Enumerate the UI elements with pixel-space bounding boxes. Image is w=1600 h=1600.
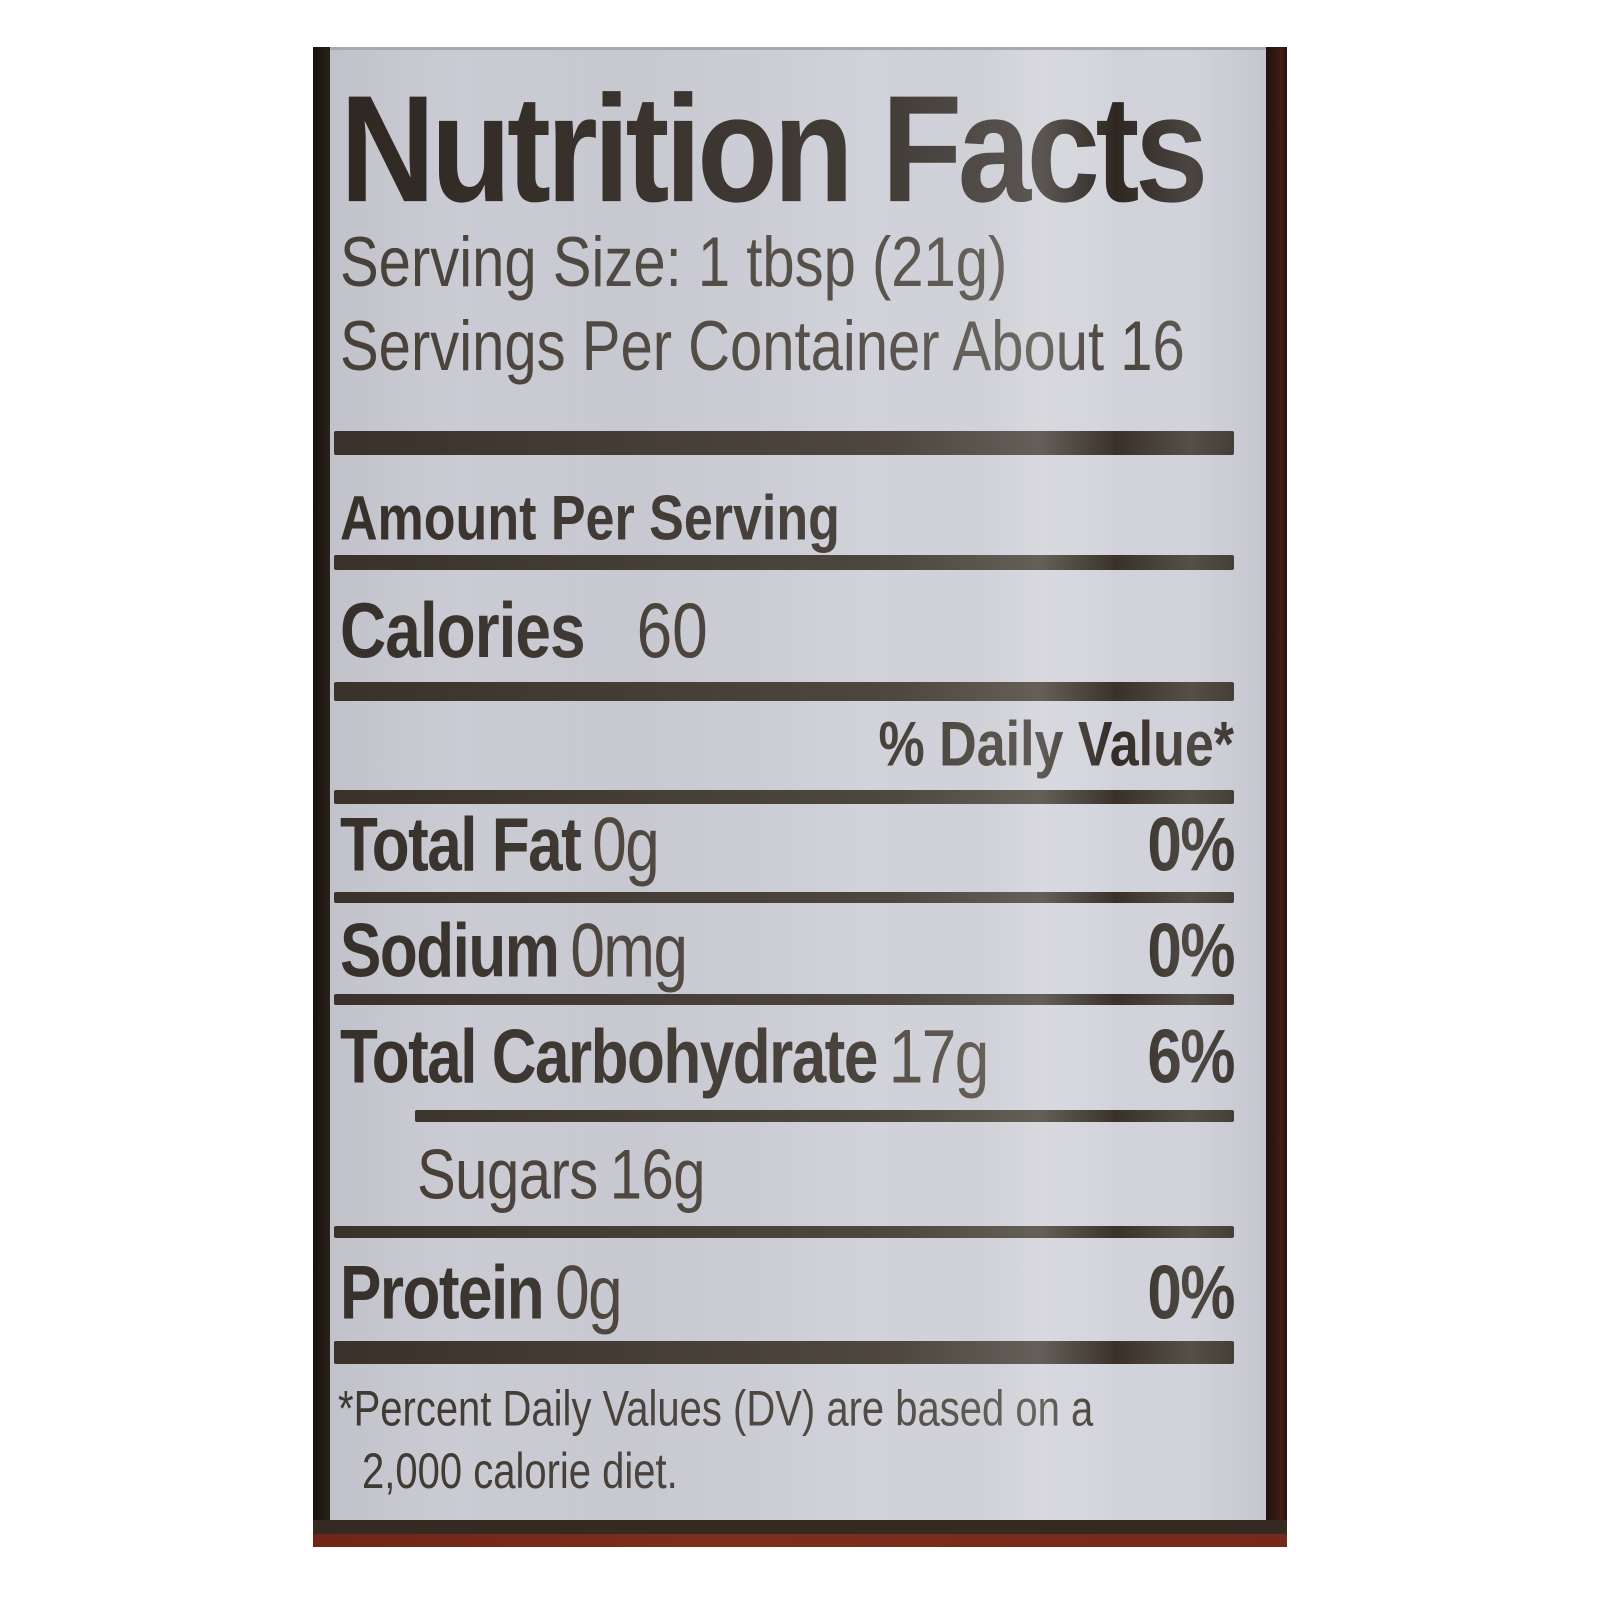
nutrient-daily-value: 0% [1147, 803, 1235, 888]
label-left-border [313, 47, 330, 1520]
nutrition-label-photo: Nutrition Facts Serving Size: 1 tbsp (21… [313, 47, 1287, 1547]
footnote-line-1: *Percent Daily Values (DV) are based on … [338, 1381, 1094, 1437]
nutrient-amount: 17g [888, 1015, 989, 1100]
nutrient-row-sodium: Sodium 0mg 0% [340, 908, 1235, 995]
daily-value-header: % Daily Value* [878, 709, 1234, 781]
rule-thick-top [334, 431, 1234, 455]
servings-per-container-text: Servings Per Container About 16 [340, 306, 1185, 386]
calories-value: 60 [636, 586, 708, 675]
rule-thick-bottom [334, 1341, 1234, 1364]
rule-below-sugars [334, 1226, 1234, 1238]
footnote-line-2: 2,000 calorie diet. [362, 1444, 678, 1500]
daily-value-footnote: *Percent Daily Values (DV) are based on … [338, 1378, 1093, 1503]
rule-below-total-fat [334, 892, 1234, 903]
amount-per-serving-heading: Amount Per Serving [340, 483, 840, 555]
label-bottom-border [313, 1520, 1287, 1534]
nutrient-amount: 16g [609, 1135, 706, 1215]
rule-below-calories [334, 682, 1234, 701]
nutrient-name: Sugars [417, 1135, 598, 1215]
nutrient-name: Sodium [340, 909, 560, 994]
serving-size-text: Serving Size: 1 tbsp (21g) [340, 222, 1008, 302]
nutrient-row-total-fat: Total Fat 0g 0% [340, 802, 1235, 889]
nutrient-row-protein: Protein 0g 0% [340, 1250, 1235, 1337]
rule-below-amount-heading [334, 555, 1234, 570]
bottle-right-edge [1266, 47, 1287, 1520]
nutrient-row-total-carbohydrate: Total Carbohydrate 17g 6% [340, 1014, 1235, 1101]
nutrient-amount: 0g [555, 1251, 622, 1336]
nutrient-daily-value: 6% [1147, 1015, 1235, 1100]
rule-below-sodium [334, 994, 1234, 1005]
nutrient-daily-value: 0% [1147, 909, 1235, 994]
rule-below-dv-header [334, 790, 1234, 804]
nutrient-name: Protein [340, 1251, 545, 1336]
calories-row: Calories 60 [340, 586, 1234, 675]
panel-title: Nutrition Facts [340, 64, 1208, 234]
rule-above-sugars-indented [415, 1110, 1234, 1122]
nutrient-amount: 0g [592, 803, 659, 888]
nutrient-row-sugars: Sugars 16g [417, 1134, 1234, 1216]
calories-label: Calories [340, 586, 586, 675]
bottle-bottom-edge [313, 1534, 1287, 1547]
nutrient-name: Total Carbohydrate [340, 1015, 878, 1100]
nutrient-daily-value: 0% [1147, 1251, 1235, 1336]
nutrient-name: Total Fat [340, 803, 582, 888]
nutrient-amount: 0mg [570, 909, 688, 994]
nutrition-facts-panel: Nutrition Facts Serving Size: 1 tbsp (21… [330, 47, 1266, 1520]
